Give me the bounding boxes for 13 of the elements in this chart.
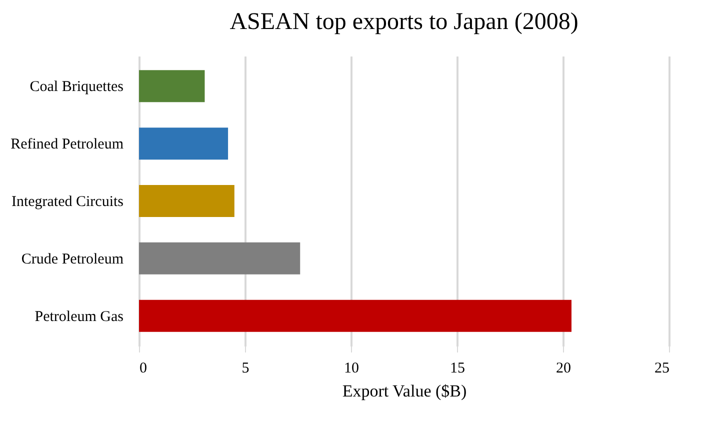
y-tick-label: Coal Briquettes bbox=[30, 79, 124, 96]
x-tick-label: 20 bbox=[556, 360, 571, 376]
y-tick-label: Petroleum Gas bbox=[34, 308, 124, 325]
y-tick-label: Integrated Circuits bbox=[11, 194, 124, 210]
x-tick-label: 15 bbox=[450, 360, 465, 376]
x-tick-label: 5 bbox=[242, 360, 250, 376]
x-tick-label: 10 bbox=[344, 360, 359, 376]
chart-title: ASEAN top exports to Japan (2008) bbox=[230, 9, 578, 35]
y-tick-label: Refined Petroleum bbox=[10, 136, 124, 153]
x-tick-label: 25 bbox=[654, 360, 670, 376]
x-tick-label: 0 bbox=[140, 360, 147, 376]
x-axis-title: Export Value ($B) bbox=[342, 382, 467, 400]
y-tick-label: Crude Petroleum bbox=[21, 251, 124, 268]
